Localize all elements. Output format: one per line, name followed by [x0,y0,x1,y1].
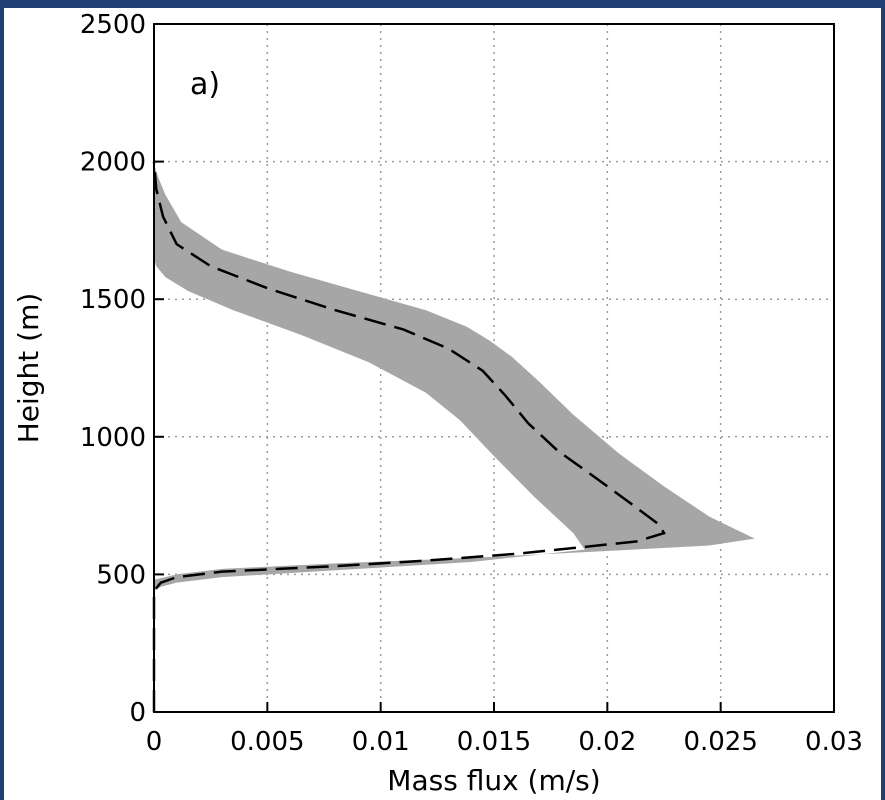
x-tick-label: 0.01 [352,727,410,757]
y-tick-label: 2000 [80,148,146,178]
dashed-line [152,161,666,712]
shaded-band [154,164,755,591]
dashed-line-group [152,161,666,712]
panel-label: a) [190,67,220,102]
y-axis-title: Height (m) [12,293,45,444]
x-tick-label: 0.005 [230,727,304,757]
y-tick-label: 1000 [80,423,146,453]
x-tick-label: 0.025 [683,727,757,757]
chart-figure: 0 0.005 0.01 0.015 0.02 0.025 0.03 0 500 1000 1500… [4,8,881,800]
y-tick-label: 2500 [80,10,146,40]
y-tick-label: 0 [129,698,146,728]
x-tick-label: 0.015 [457,727,531,757]
y-tick-label: 500 [96,560,146,590]
x-tick-label: 0 [146,727,163,757]
y-tick-label: 1500 [80,285,146,315]
x-tick-label: 0.03 [805,727,863,757]
x-tick-label: 0.02 [578,727,636,757]
mass-flux-chart: 0 0.005 0.01 0.015 0.02 0.025 0.03 0 500 1000 1500… [12,10,863,797]
ticks-group: 0 0.005 0.01 0.015 0.02 0.025 0.03 0 500 1000 1500… [80,10,863,757]
x-axis-title: Mass flux (m/s) [387,764,600,797]
shaded-band-group [154,164,755,591]
